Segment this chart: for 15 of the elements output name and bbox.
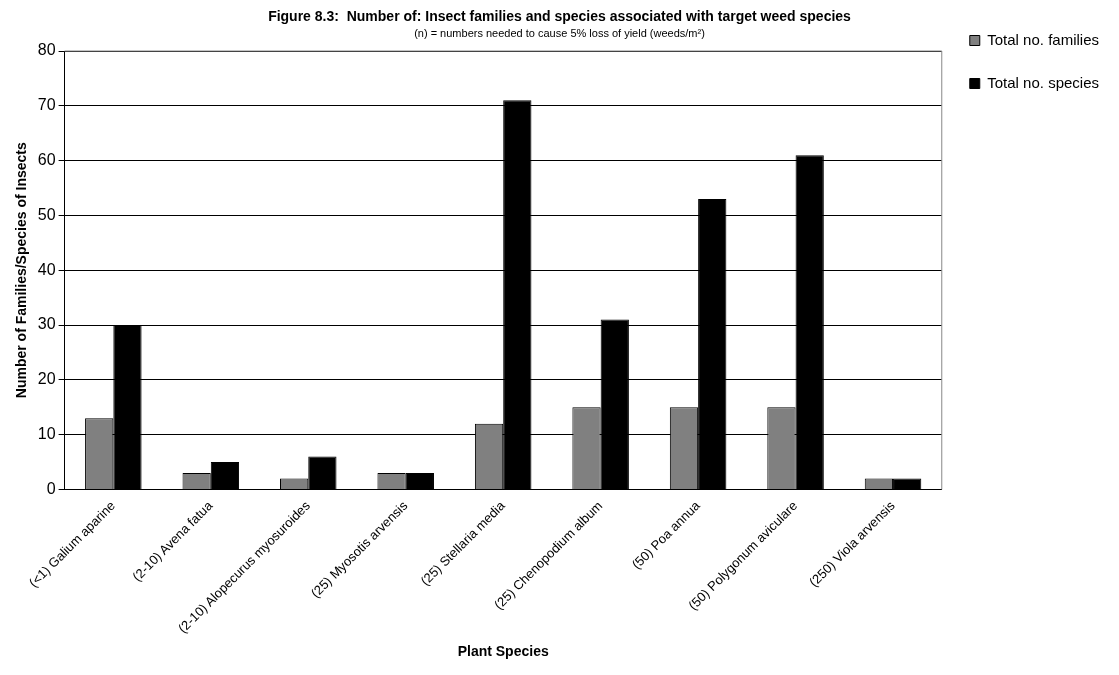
- y-tick-label: 40: [37, 260, 56, 278]
- y-tick-label: 50: [37, 205, 56, 223]
- y-tick-label: 70: [37, 96, 56, 114]
- x-axis-title: Plant Species: [457, 643, 549, 660]
- y-tick-label: 80: [37, 41, 56, 59]
- y-tick-label: 30: [37, 315, 56, 333]
- chart-title: Figure 8.3: Number of: Insect families and species associated with target weed species: [268, 8, 852, 25]
- legend-label: Total no. families: [987, 30, 1099, 48]
- y-tick-label: 10: [37, 425, 56, 443]
- legend-label: Total no. species: [987, 73, 1099, 91]
- y-tick-label: 0: [46, 479, 56, 497]
- y-tick-label: 60: [37, 151, 56, 169]
- y-tick-label: 20: [37, 370, 56, 388]
- y-axis-title: Number of Families/Species of Insects: [13, 142, 30, 399]
- chart-subtitle: (n) = numbers needed to cause 5% loss of yield (weeds/m²): [414, 27, 705, 40]
